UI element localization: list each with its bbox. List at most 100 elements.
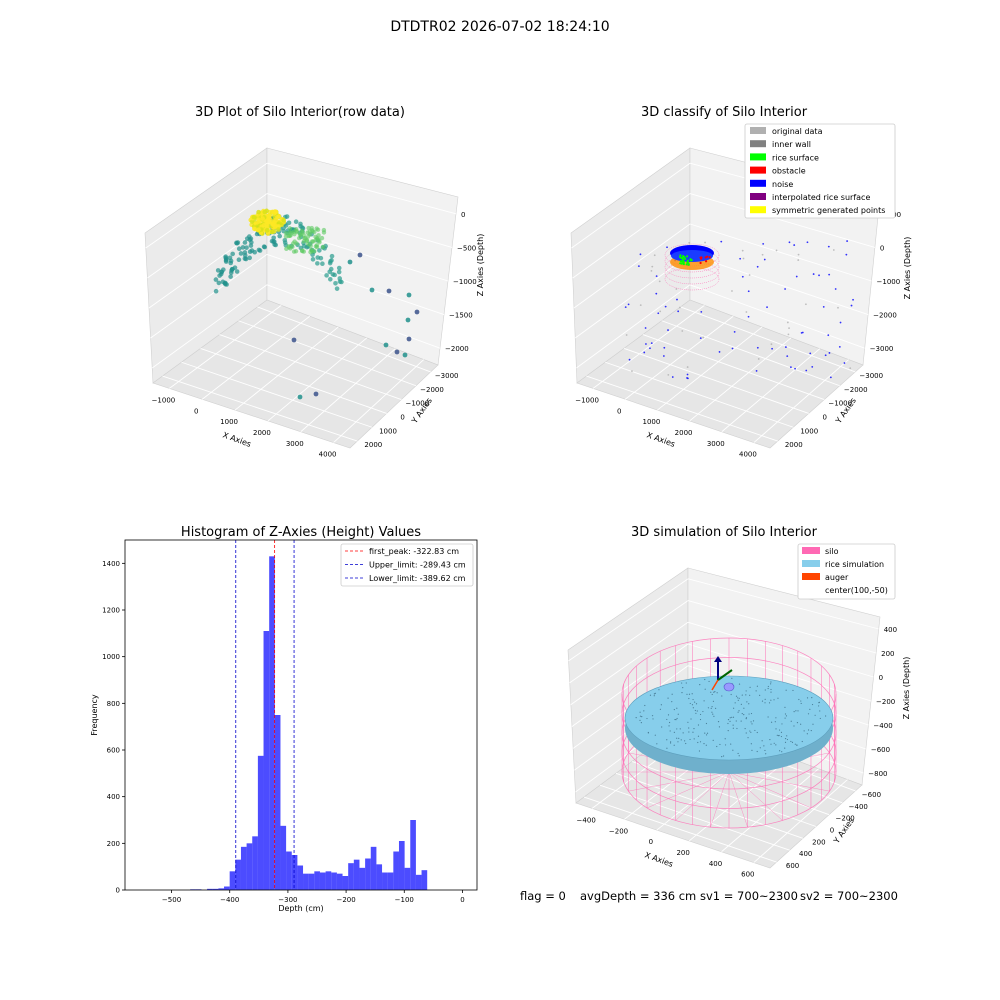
data-point	[686, 377, 688, 379]
data-point	[625, 334, 628, 336]
data-point	[795, 275, 798, 278]
histogram-bar	[308, 873, 315, 890]
rice-point	[715, 707, 717, 709]
rice-point	[732, 727, 734, 729]
rice-point	[669, 742, 672, 744]
data-point	[834, 288, 837, 290]
rice-point	[681, 682, 683, 684]
x-tick-label: 3000	[707, 440, 725, 448]
rice-simulation-surface	[624, 675, 834, 774]
rice-point	[635, 717, 637, 719]
rice-point	[770, 691, 772, 693]
rice-point	[686, 693, 688, 695]
histogram-bar	[229, 871, 236, 890]
data-point	[806, 241, 809, 244]
x-tick-label: 2000	[253, 429, 271, 437]
data-point	[658, 280, 661, 283]
x-tick-label: 0	[617, 407, 621, 415]
data-point	[681, 330, 684, 332]
data-point	[686, 259, 689, 262]
rice-point	[743, 714, 745, 716]
grid-line	[661, 320, 840, 387]
rice-point	[677, 713, 679, 715]
rice-point	[682, 687, 684, 689]
data-point	[756, 346, 759, 349]
data-point	[327, 277, 333, 282]
grid-line	[571, 162, 691, 249]
rice-point	[671, 701, 673, 703]
rice-point	[721, 695, 723, 697]
data-point	[756, 265, 759, 268]
rice-point	[764, 749, 766, 752]
data-point	[328, 259, 333, 264]
x-tick-label: −500	[162, 896, 181, 904]
data-point	[307, 229, 312, 234]
data-point	[242, 240, 248, 245]
x-arrow	[717, 669, 733, 681]
rice-point	[737, 752, 739, 755]
z-tick-label: 200	[881, 650, 894, 658]
rice-point	[719, 743, 721, 746]
rice-point	[704, 678, 706, 681]
silo-spoke	[646, 771, 730, 809]
data-point	[679, 259, 682, 263]
rice-point	[738, 697, 740, 699]
data-point	[321, 230, 327, 235]
rice-point	[685, 682, 687, 684]
data-point	[755, 370, 758, 372]
y-tick-label: 200	[107, 840, 120, 848]
grid-line	[689, 337, 792, 422]
grid-line	[680, 306, 856, 373]
y-tick-label: 0	[823, 413, 827, 421]
rice-point	[754, 729, 756, 732]
x-axis-label: X Axies	[221, 430, 252, 449]
rice-point	[745, 717, 748, 719]
rice-point	[712, 700, 715, 702]
data-point	[741, 275, 744, 278]
data-point	[852, 298, 854, 301]
data-point	[251, 214, 257, 220]
plot-frame	[124, 539, 478, 891]
histogram-bar	[303, 873, 309, 890]
x-tick-label: −400	[577, 816, 596, 824]
rice-point	[687, 721, 689, 723]
rice-point	[704, 688, 706, 690]
rice-point	[785, 689, 787, 691]
rice-point	[784, 737, 787, 740]
histogram-bar	[286, 851, 292, 890]
data-point	[310, 257, 316, 262]
legend-swatch	[750, 166, 766, 174]
rice-point	[775, 744, 777, 746]
rice-point	[695, 712, 697, 714]
y-arrow	[711, 679, 719, 691]
histogram-bar	[207, 888, 213, 890]
rice-point	[659, 708, 661, 710]
data-point	[260, 216, 265, 221]
rice-point	[770, 681, 772, 683]
rice-point	[773, 742, 775, 744]
histogram-bar	[240, 846, 247, 890]
rice-point	[735, 695, 738, 697]
rice-point	[661, 726, 663, 728]
grid-line	[300, 348, 396, 433]
rice-surface	[624, 675, 834, 761]
histogram-bar	[280, 825, 287, 890]
legend-label: rice surface	[772, 153, 819, 162]
rice-point	[698, 750, 701, 752]
y-tick-label: −3000	[435, 372, 459, 380]
legend-label: silo	[825, 547, 839, 556]
grid-line	[657, 326, 763, 411]
data-point	[291, 337, 297, 343]
rice-point	[688, 727, 690, 729]
grid-line	[623, 347, 809, 414]
panel-histogram-title: Histogram of Z-Axies (Height) Values	[181, 525, 421, 540]
rice-point	[681, 691, 683, 694]
rice-point	[685, 742, 687, 745]
data-point	[297, 235, 302, 241]
rice-point	[694, 709, 696, 712]
rice-point	[714, 690, 716, 693]
data-point	[234, 240, 239, 246]
grid-line	[689, 193, 876, 248]
rice-point	[770, 683, 772, 685]
rice-point	[761, 740, 763, 742]
